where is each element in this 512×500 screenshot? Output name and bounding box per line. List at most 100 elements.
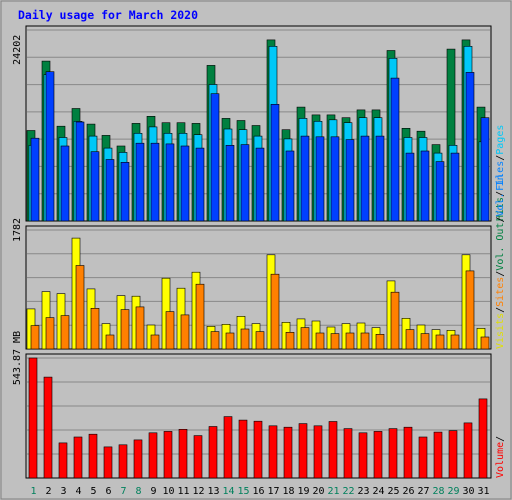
bar-pages-17 bbox=[270, 104, 280, 222]
panel-2: 1782 Visits/Sites/Vol. Out/Vol. In bbox=[12, 174, 506, 350]
bar-sites-undefined bbox=[30, 325, 40, 350]
bar-volume-undefined bbox=[28, 357, 38, 479]
bar-volume-undefined bbox=[223, 416, 233, 479]
bar-pages-28 bbox=[435, 161, 445, 222]
bar-sites-undefined bbox=[105, 334, 115, 350]
x-tick-label-day-16: 16 bbox=[252, 486, 264, 497]
x-tick-label-day-24: 24 bbox=[372, 486, 384, 497]
x-tick-label-day-5: 5 bbox=[90, 486, 96, 497]
x-tick-label-day-19: 19 bbox=[297, 486, 309, 497]
legend-entry: Vol. Out bbox=[495, 223, 506, 271]
bar-pages-15 bbox=[240, 144, 250, 222]
x-tick-label-day-14: 14 bbox=[222, 486, 234, 497]
x-tick-label-day-2: 2 bbox=[45, 486, 51, 497]
y-tick-label: 543.87 MB bbox=[12, 331, 23, 385]
bar-pages-5 bbox=[90, 151, 100, 222]
bar-volume-undefined bbox=[448, 430, 458, 479]
legend-entry: / bbox=[495, 307, 506, 313]
bar-volume-undefined bbox=[103, 446, 113, 479]
bar-sites-undefined bbox=[180, 314, 190, 350]
bar-pages-24 bbox=[375, 135, 385, 222]
y-tick-label: 1782 bbox=[12, 218, 23, 242]
bar-pages-21 bbox=[330, 136, 340, 222]
bar-sites-undefined bbox=[225, 332, 235, 350]
bar-pages-31 bbox=[480, 117, 490, 222]
bar-pages-6 bbox=[105, 159, 115, 222]
bar-volume-undefined bbox=[373, 431, 383, 479]
bar-volume-undefined bbox=[298, 423, 308, 479]
x-tick-label-day-28: 28 bbox=[432, 486, 444, 497]
legend-middle: Visits/Sites/Vol. Out/Vol. In bbox=[495, 174, 506, 349]
bar-sites-undefined bbox=[315, 332, 325, 350]
bar-sites-undefined bbox=[360, 332, 370, 350]
bar-pages-8 bbox=[135, 142, 145, 222]
bar-volume-undefined bbox=[73, 436, 83, 479]
legend-entry: / bbox=[495, 271, 506, 277]
bar-volume-undefined bbox=[88, 433, 98, 479]
bar-pages-22 bbox=[345, 139, 355, 222]
legend-entry: Pages bbox=[495, 125, 506, 155]
bar-volume-undefined bbox=[418, 436, 428, 479]
x-tick-label-day-13: 13 bbox=[207, 486, 219, 497]
bar-pages-11 bbox=[180, 145, 190, 222]
x-tick-label-day-4: 4 bbox=[75, 486, 81, 497]
x-tick-label-day-31: 31 bbox=[477, 486, 489, 497]
bar-volume-undefined bbox=[253, 420, 263, 479]
bar-pages-4 bbox=[75, 121, 85, 222]
bar-volume-undefined bbox=[238, 419, 248, 479]
x-tick-label-day-15: 15 bbox=[237, 486, 249, 497]
bar-pages-1 bbox=[30, 137, 40, 222]
bar-volume-undefined bbox=[208, 426, 218, 479]
bar-volume-undefined bbox=[133, 439, 143, 479]
bar-volume-undefined bbox=[163, 431, 173, 479]
legend-entry: / bbox=[495, 217, 506, 223]
bar-volume-undefined bbox=[358, 432, 368, 479]
bar-sites-undefined bbox=[285, 331, 295, 350]
bar-pages-19 bbox=[300, 135, 310, 222]
bar-volume-undefined bbox=[403, 426, 413, 479]
bar-pages-3 bbox=[60, 145, 70, 222]
x-tick-label-day-6: 6 bbox=[105, 486, 111, 497]
x-axis-labels: 1 2 3 4 5 6 7 8 9 10 11 12 13 14 15 16 17 18 19 20 21 22 23 24 2… bbox=[30, 486, 489, 497]
bar-volume-undefined bbox=[478, 398, 488, 479]
bar-volume-undefined bbox=[313, 425, 323, 479]
bar-sites-undefined bbox=[210, 331, 220, 350]
bar-sites-undefined bbox=[60, 315, 70, 350]
bar-sites-undefined bbox=[420, 333, 430, 350]
bar-sites-undefined bbox=[90, 307, 100, 350]
x-tick-label-day-12: 12 bbox=[192, 486, 204, 497]
legend-entry: / bbox=[495, 155, 506, 161]
bar-volume-undefined bbox=[193, 435, 203, 479]
bar-pages-18 bbox=[285, 150, 295, 222]
bar-sites-undefined bbox=[150, 334, 160, 350]
bar-sites-undefined bbox=[330, 333, 340, 350]
x-tick-label-day-26: 26 bbox=[402, 486, 414, 497]
bar-volume-undefined bbox=[283, 426, 293, 479]
x-tick-label-day-29: 29 bbox=[447, 486, 459, 497]
bar-volume-undefined bbox=[118, 444, 128, 479]
bar-volume-undefined bbox=[268, 425, 278, 479]
x-tick-label-day-3: 3 bbox=[60, 486, 66, 497]
x-tick-label-day-17: 17 bbox=[267, 486, 279, 497]
x-tick-label-day-8: 8 bbox=[135, 486, 141, 497]
bar-pages-30 bbox=[465, 72, 475, 222]
bar-volume-undefined bbox=[433, 431, 443, 479]
chart-title: Daily usage for March 2020 bbox=[18, 8, 198, 22]
bar-sites-undefined bbox=[195, 283, 205, 350]
legend-bottom: Volume/ bbox=[495, 436, 506, 478]
bar-pages-13 bbox=[210, 93, 220, 222]
x-tick-label-day-7: 7 bbox=[120, 486, 126, 497]
legend-entry: Sites bbox=[495, 277, 506, 307]
legend-top: Hits/Files/Pages bbox=[495, 125, 506, 221]
bar-sites-undefined bbox=[270, 273, 280, 350]
legend-entry: Vol. In bbox=[495, 174, 506, 216]
x-tick-label-day-9: 9 bbox=[150, 486, 156, 497]
bar-volume-undefined bbox=[388, 428, 398, 479]
bar-sites-undefined bbox=[375, 333, 385, 350]
bar-sites-undefined bbox=[300, 327, 310, 350]
bar-sites-undefined bbox=[45, 317, 55, 350]
bar-volume-undefined bbox=[58, 442, 68, 479]
